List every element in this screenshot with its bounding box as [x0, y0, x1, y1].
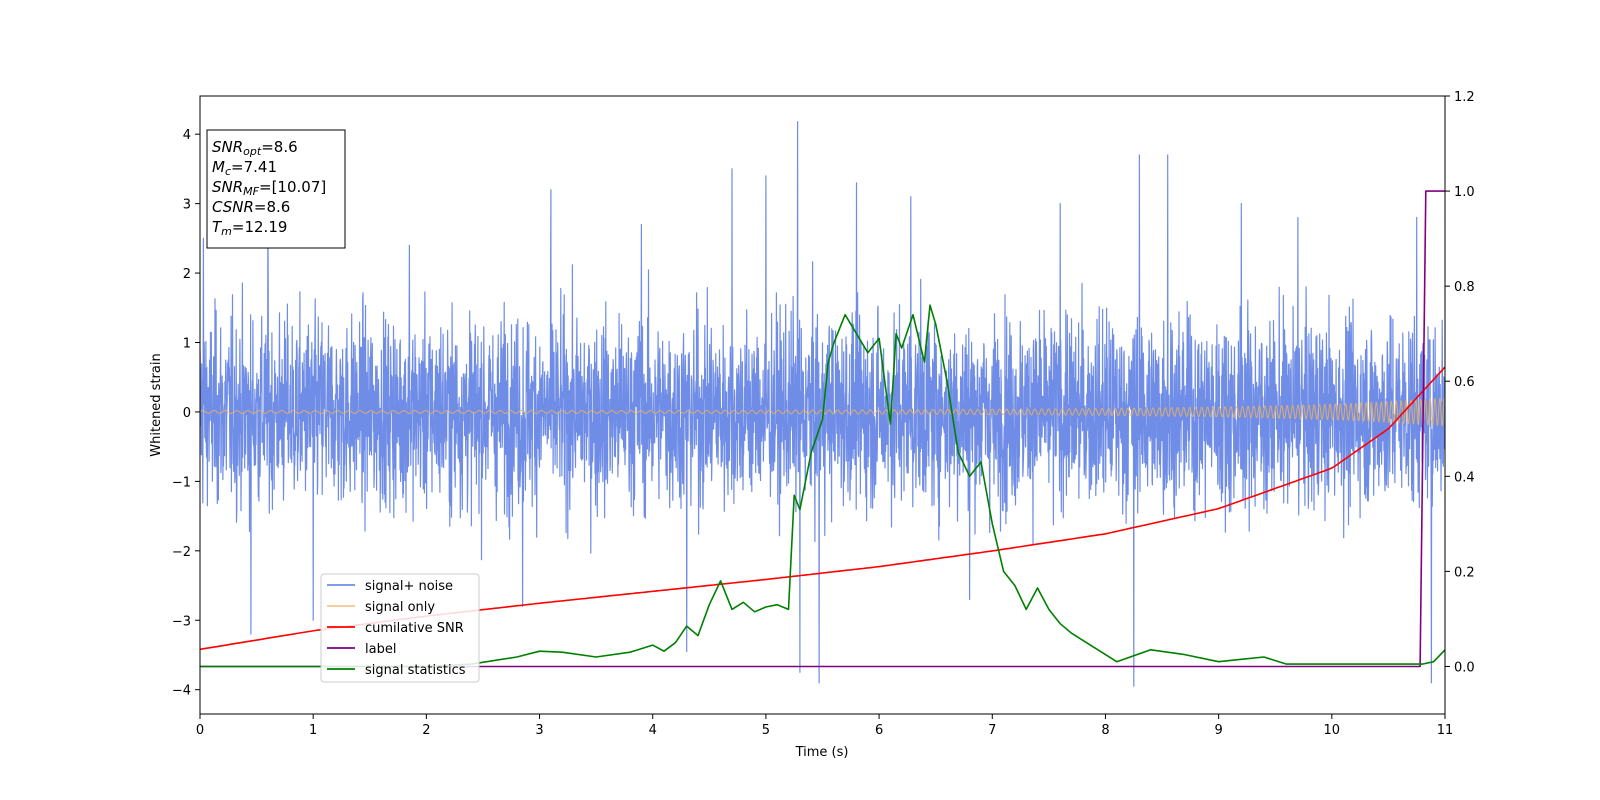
annotation-line: CSNR=8.6 [212, 198, 290, 216]
y-tick-label: −1 [172, 475, 191, 490]
x-tick-label: 5 [762, 723, 770, 738]
legend-label: signal+ noise [365, 579, 453, 594]
y2-tick-label: 0.0 [1454, 660, 1475, 675]
series-signal-noise-line [199, 121, 1446, 687]
series-signal-only-line [199, 397, 1446, 427]
legend-label: signal statistics [365, 663, 466, 678]
x-axis-label: Time (s) [795, 745, 849, 760]
y-tick-label: 4 [183, 128, 191, 143]
axes-layer: 0 1 2 3 4 5 6 7 8 9 10 11 −4 −3 −2 −1 0 1 2 3 4 0.0 0.2 0.4 0.6 0… [172, 90, 1475, 738]
series-label-line [200, 190, 1445, 668]
x-tick-label: 10 [1324, 723, 1341, 738]
legend-label: signal only [365, 600, 435, 615]
x-tick-label: 3 [535, 723, 543, 738]
y-tick-label: 0 [183, 406, 191, 421]
y2-tick-label: 1.2 [1454, 90, 1475, 105]
legend: signal+ noise signal only cumilative SNR la… [320, 573, 480, 683]
y-axis-label: Whitened strain [149, 353, 164, 456]
y-tick-label: 3 [183, 198, 191, 213]
annotation-line: Mc=7.41 [212, 158, 277, 178]
y-tick-label: −3 [172, 614, 191, 629]
series-signal-statistics-line [200, 304, 1446, 668]
y2-tick-label: 1.0 [1454, 185, 1475, 200]
y2-tick-label: 0.6 [1454, 375, 1475, 390]
x-tick-label: 2 [422, 723, 430, 738]
annotation-line: Tm=12.19 [212, 218, 287, 238]
legend-label: label [365, 642, 396, 657]
x-tick-label: 8 [1101, 723, 1109, 738]
annotation-line: SNRopt=8.6 [212, 138, 298, 158]
x-tick-label: 7 [988, 723, 996, 738]
x-tick-label: 4 [649, 723, 657, 738]
y2-tick-label: 0.2 [1454, 565, 1475, 580]
x-tick-label: 0 [196, 723, 204, 738]
legend-frame [320, 573, 480, 683]
y-tick-label: −4 [172, 684, 191, 699]
annotation-line: SNRMF=[10.07] [212, 178, 326, 198]
plot-frame [199, 95, 1446, 715]
y2-tick-label: 0.4 [1454, 470, 1475, 485]
x-tick-label: 1 [309, 723, 317, 738]
x-tick-label: 9 [1214, 723, 1222, 738]
legend-label: cumilative SNR [365, 621, 464, 636]
annotation-frame [206, 129, 346, 249]
y-tick-label: −2 [172, 545, 191, 560]
y2-tick-label: 0.8 [1454, 280, 1475, 295]
x-tick-label: 6 [875, 723, 883, 738]
x-tick-label: 11 [1437, 723, 1454, 738]
y-tick-label: 1 [183, 337, 191, 352]
y-tick-label: 2 [183, 267, 191, 282]
